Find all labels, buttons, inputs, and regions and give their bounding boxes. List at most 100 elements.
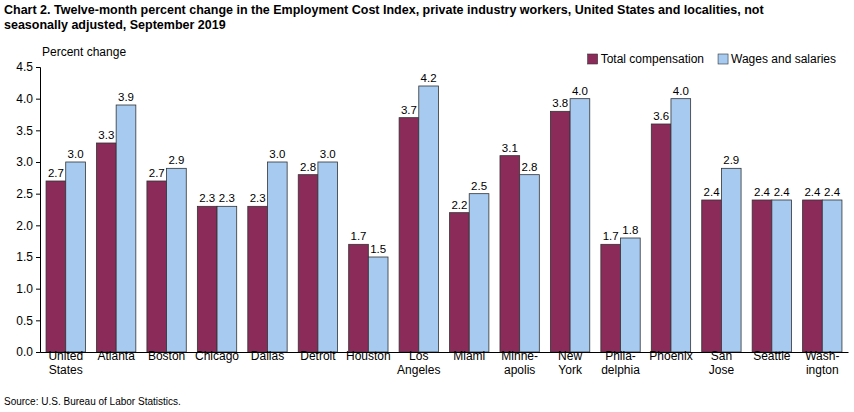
text-line: Wash- — [805, 349, 839, 363]
data-label: 1.7 — [603, 230, 619, 242]
bar — [822, 200, 842, 352]
x-tick-label: Miami — [453, 349, 485, 363]
bars — [46, 86, 842, 352]
legend-swatch — [588, 54, 598, 64]
x-tick: Atlanta — [97, 349, 135, 363]
x-tick-label: Atlanta — [97, 349, 135, 363]
x-tick-label: Dallas — [251, 349, 284, 363]
y-tick-label: 0.0 — [16, 345, 33, 359]
bar — [671, 99, 691, 352]
plot: 2.73.32.72.32.32.81.73.72.23.13.81.73.62… — [16, 60, 848, 377]
text-line: United — [48, 349, 83, 363]
data-label: 2.3 — [250, 192, 266, 204]
x-tick-label: Minne-apolis — [501, 349, 538, 377]
x-tick-label: Houston — [346, 349, 391, 363]
data-label: 2.5 — [471, 180, 487, 192]
bar — [752, 200, 772, 352]
y-tick: 0.0 — [16, 345, 40, 359]
bar — [318, 162, 338, 352]
data-label: 3.0 — [269, 148, 285, 160]
data-label: 1.7 — [351, 230, 367, 242]
data-label: 3.0 — [68, 148, 84, 160]
y-tick-mark — [36, 130, 40, 131]
data-label: 3.3 — [98, 129, 114, 141]
legend-item: Total compensation — [588, 52, 704, 66]
data-label: 2.9 — [723, 154, 739, 166]
bar — [721, 168, 741, 352]
x-tick-label: Chicago — [195, 349, 239, 363]
x-tick-label: UnitedStates — [48, 349, 83, 377]
bar — [803, 200, 823, 352]
legend-label: Total compensation — [601, 52, 704, 66]
y-tick: 2.5 — [16, 187, 40, 201]
x-tick-label: LosAngeles — [397, 349, 440, 377]
text-line: Phoenix — [649, 349, 692, 363]
data-label: 2.7 — [149, 167, 165, 179]
x-tick-label: SanJose — [709, 349, 735, 377]
data-label: 4.2 — [421, 72, 437, 84]
x-tick: NewYork — [558, 349, 583, 377]
bar — [651, 124, 671, 352]
data-labels: 2.73.32.72.32.32.81.73.72.23.13.81.73.62… — [48, 72, 841, 255]
text-line: New — [558, 349, 582, 363]
data-label: 2.7 — [48, 167, 64, 179]
bar — [298, 175, 318, 352]
x-tick-label: NewYork — [558, 349, 583, 377]
text-line: San — [711, 349, 732, 363]
y-tick-mark — [36, 320, 40, 321]
text-line: seasonally adjusted, September 2019 — [4, 18, 226, 32]
y-axis-title: Percent change — [42, 45, 126, 59]
text-line: Boston — [148, 349, 185, 363]
text-line: Chicago — [195, 349, 239, 363]
bar — [399, 118, 419, 352]
y-tick-mark — [36, 352, 40, 353]
text-line: Dallas — [251, 349, 284, 363]
x-tick: Chicago — [195, 349, 239, 363]
data-label: 4.0 — [673, 85, 689, 97]
x-tick: Miami — [453, 349, 485, 363]
data-label: 3.1 — [502, 142, 518, 154]
data-label: 2.4 — [824, 186, 841, 198]
data-label: 1.8 — [622, 224, 638, 236]
bar — [550, 111, 570, 352]
y-tick-mark — [36, 194, 40, 195]
title: Chart 2. Twelve-month percent change in … — [4, 3, 764, 32]
bar — [601, 244, 621, 352]
text-line: Phila- — [605, 349, 636, 363]
bar — [469, 194, 489, 352]
text-line: Minne- — [501, 349, 538, 363]
data-label: 3.0 — [320, 148, 336, 160]
y-tick-mark — [36, 67, 40, 68]
text-line: Detroit — [300, 349, 336, 363]
bar — [500, 156, 520, 352]
x-tick: SanJose — [709, 349, 735, 377]
x-tick: Houston — [346, 349, 391, 363]
text-line: States — [49, 363, 83, 377]
y-tick-label: 2.0 — [16, 219, 33, 233]
y-tick-mark — [36, 162, 40, 163]
bar — [702, 200, 722, 352]
y-tick-label: 3.5 — [16, 124, 33, 138]
bar — [267, 162, 287, 352]
data-label: 2.4 — [774, 186, 791, 198]
y-tick-label: 1.0 — [16, 282, 33, 296]
x-tick: Seattle — [753, 349, 791, 363]
data-label: 3.8 — [552, 97, 568, 109]
chart: Chart 2. Twelve-month percent change in … — [0, 0, 854, 412]
x-tick: Dallas — [251, 349, 284, 363]
bar — [248, 206, 268, 352]
x-tick-label: Seattle — [753, 349, 791, 363]
x-tick-label: Detroit — [300, 349, 336, 363]
data-label: 2.2 — [451, 199, 467, 211]
legend-item: Wages and salaries — [718, 52, 836, 66]
text-line: delphia — [601, 363, 640, 377]
y-tick-label: 4.0 — [16, 92, 33, 106]
bar — [197, 206, 217, 352]
y-axis: 0.00.51.01.52.02.53.03.54.04.5 — [16, 60, 40, 359]
text-line: Los — [409, 349, 428, 363]
y-tick-label: 2.5 — [16, 187, 33, 201]
data-label: 3.6 — [653, 110, 669, 122]
y-tick-mark — [36, 257, 40, 258]
y-tick: 4.0 — [16, 92, 40, 106]
data-label: 2.4 — [704, 186, 721, 198]
